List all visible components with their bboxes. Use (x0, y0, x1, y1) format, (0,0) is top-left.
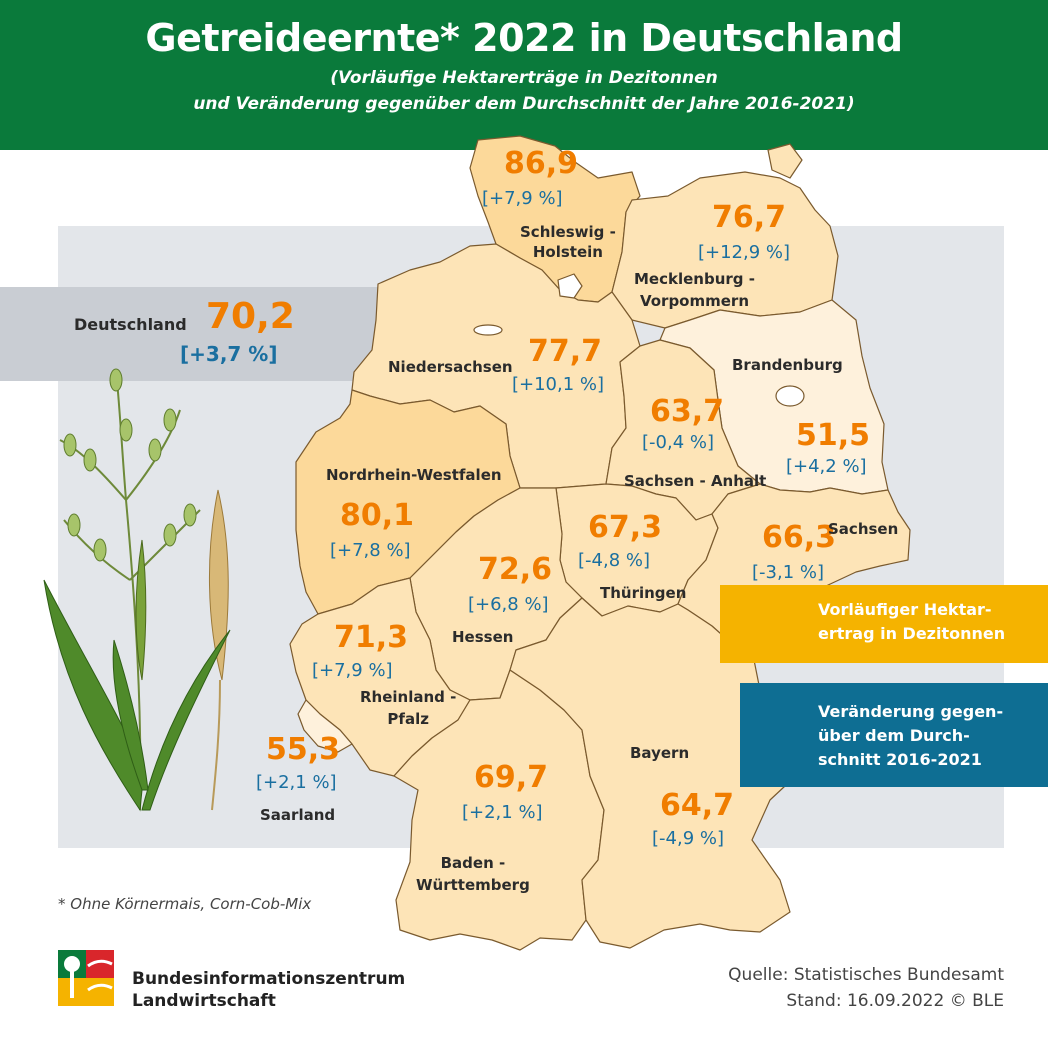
source-line2: Stand: 16.09.2022 © BLE (786, 991, 1004, 1011)
mv-label: Mecklenburg - Vorpommern (634, 270, 755, 310)
region-saarland (297, 699, 353, 753)
ni-change: [+10,1 %] (512, 374, 605, 395)
he-change: [+6,8 %] (468, 594, 549, 615)
sh-value: 86,9 (504, 146, 579, 181)
nw-value: 80,1 (340, 498, 415, 533)
subtitle-line2: und Veränderung gegenüber dem Durchschni… (193, 94, 855, 114)
source-credit: Quelle: Statistisches Bundesamt Stand: 1… (728, 962, 1004, 1014)
rp-label: Rheinland - Pfalz (360, 688, 457, 728)
th-label: Thüringen (600, 584, 687, 602)
bb-value: 51,5 (796, 418, 871, 453)
sn-change: [-3,1 %] (752, 562, 824, 583)
source-line1: Quelle: Statistisches Bundesamt (728, 965, 1004, 985)
by-value: 64,7 (660, 788, 735, 823)
region-bayern (509, 597, 813, 949)
sl-value: 55,3 (266, 732, 341, 767)
nw-label: Nordrhein-Westfalen (326, 466, 502, 484)
st-label: Sachsen - Anhalt (624, 472, 767, 490)
th-change: [-4,8 %] (578, 550, 650, 571)
by-label: Bayern (630, 744, 690, 762)
he-value: 72,6 (478, 552, 553, 587)
germany-summary-band (0, 287, 380, 381)
organization-line2: Landwirtschaft (132, 991, 276, 1011)
st-value: 63,7 (650, 394, 725, 429)
mv-value: 76,7 (712, 200, 787, 235)
rp-value: 71,3 (334, 620, 409, 655)
nw-change: [+7,8 %] (330, 540, 411, 561)
legend-change-text: Veränderung gegen- über dem Durch- schni… (818, 702, 1004, 769)
st-change: [-0,4 %] (642, 432, 714, 453)
lake-steinhuder (473, 324, 503, 336)
sh-change: [+7,9 %] (482, 188, 563, 209)
organization-line1: Bundesinformationszentrum (132, 969, 406, 989)
organization-name: Bundesinformationszentrum Landwirtschaft (132, 968, 405, 1012)
by-change: [-4,9 %] (652, 828, 724, 849)
sn-value: 66,3 (762, 520, 837, 555)
header-banner: Getreideernte* 2022 in Deutschland (Vorl… (0, 0, 1048, 150)
germany-value: 70,2 (206, 296, 295, 337)
legend-yield-text: Vorläufiger Hektar- ertrag in Dezitonnen (818, 600, 1006, 643)
germany-label: Deutschland (74, 315, 187, 334)
ni-value: 77,7 (528, 334, 603, 369)
legend-change-box (740, 683, 1048, 787)
sn-label: Sachsen (828, 520, 899, 538)
ni-label: Niedersachsen (388, 358, 513, 376)
hamburg-bremen-enclave (557, 273, 583, 299)
berlin (775, 385, 805, 407)
bw-value: 69,7 (474, 760, 549, 795)
grain-illustration (43, 368, 231, 812)
he-label: Hessen (452, 628, 514, 646)
subtitle-line1: (Vorläufige Hektarerträge in Dezitonnen (330, 68, 718, 88)
sl-label: Saarland (260, 806, 336, 824)
legend-yield-box (720, 585, 1048, 663)
bw-change: [+2,1 %] (462, 802, 543, 823)
sl-change: [+2,1 %] (256, 772, 337, 793)
footnote: * Ohne Körnermais, Corn-Cob-Mix (58, 895, 312, 913)
germany-change: [+3,7 %] (180, 342, 278, 366)
sh-label: Schleswig - Holstein (520, 223, 616, 261)
page-title: Getreideernte* 2022 in Deutschland (145, 16, 903, 60)
island-ruegen (767, 143, 803, 179)
mv-change: [+12,9 %] (698, 242, 791, 263)
th-value: 67,3 (588, 510, 663, 545)
rp-change: [+7,9 %] (312, 660, 393, 681)
bb-label: Brandenburg (732, 356, 843, 374)
bw-label: Baden - Württemberg (416, 854, 530, 894)
bb-change: [+4,2 %] (786, 456, 867, 477)
ble-logo-icon (58, 950, 114, 1006)
